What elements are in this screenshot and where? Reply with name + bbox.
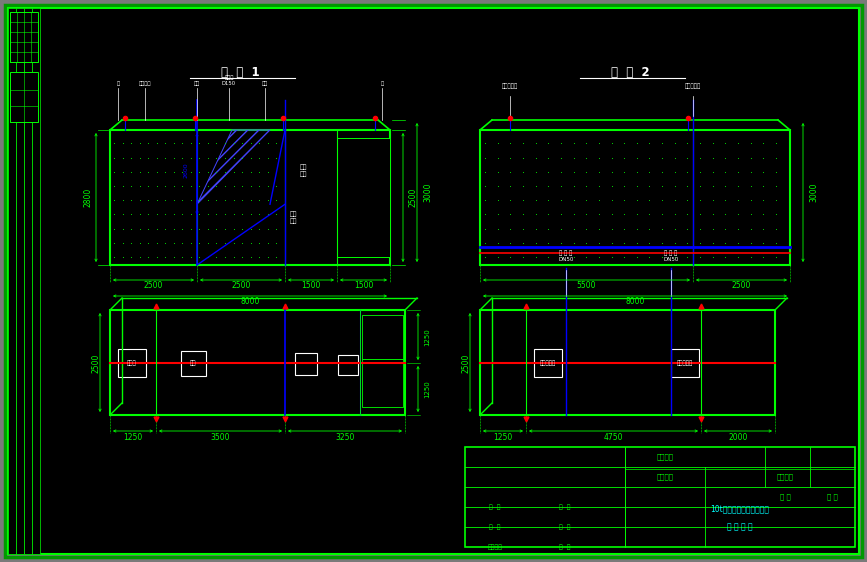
Bar bbox=[110, 310, 405, 415]
Text: 箱  体  2: 箱 体 2 bbox=[610, 66, 649, 79]
Text: 10t地埋式生活污水处理路: 10t地埋式生活污水处理路 bbox=[710, 505, 770, 514]
Text: 人孔: 人孔 bbox=[194, 81, 200, 86]
Text: 刘  均: 刘 均 bbox=[559, 544, 570, 550]
Text: 设  计: 设 计 bbox=[489, 504, 501, 510]
Bar bbox=[118, 349, 146, 377]
Bar bbox=[32, 8, 40, 554]
Text: 风机
房间: 风机 房间 bbox=[299, 165, 307, 176]
Text: 二池: 二池 bbox=[190, 361, 197, 366]
Text: 子项名称: 子项名称 bbox=[656, 474, 674, 481]
Text: 8000: 8000 bbox=[625, 297, 645, 306]
Text: 工程名称: 工程名称 bbox=[656, 454, 674, 460]
Text: 1500: 1500 bbox=[302, 282, 321, 291]
Text: 3000: 3000 bbox=[423, 183, 432, 202]
Text: 制  图: 制 图 bbox=[489, 524, 501, 530]
Text: 2500: 2500 bbox=[409, 188, 418, 207]
Text: 单 套 路 图: 单 套 路 图 bbox=[727, 523, 753, 532]
Bar bbox=[16, 8, 24, 554]
Text: 1250: 1250 bbox=[424, 380, 430, 398]
Text: 比 例: 比 例 bbox=[779, 493, 791, 500]
Text: 消毒
接触: 消毒 接触 bbox=[290, 212, 297, 224]
Text: 格栅池: 格栅池 bbox=[127, 360, 137, 366]
Text: 校  核: 校 核 bbox=[559, 504, 570, 510]
Text: 二流柱
D150: 二流柱 D150 bbox=[222, 75, 236, 86]
Text: 3250: 3250 bbox=[336, 433, 355, 442]
Text: 柱钢绑扣: 柱钢绑扣 bbox=[139, 81, 151, 86]
Text: 微斜装填扣: 微斜装填扣 bbox=[502, 83, 518, 89]
Text: 箱  体  1: 箱 体 1 bbox=[221, 66, 259, 79]
Text: 1250: 1250 bbox=[424, 328, 430, 346]
Text: 二次微斜池: 二次微斜池 bbox=[677, 360, 693, 366]
Text: 1250: 1250 bbox=[123, 433, 143, 442]
Text: 8000: 8000 bbox=[240, 297, 260, 306]
Text: 空 气 管
DN50: 空 气 管 DN50 bbox=[663, 251, 679, 262]
Text: 3500: 3500 bbox=[211, 433, 231, 442]
Text: 2500: 2500 bbox=[144, 282, 163, 291]
Bar bbox=[534, 349, 562, 377]
Bar bbox=[10, 72, 38, 122]
Text: 5500: 5500 bbox=[577, 282, 596, 291]
Text: 柱: 柱 bbox=[381, 81, 383, 86]
Text: 柱: 柱 bbox=[116, 81, 120, 86]
Bar bbox=[362, 359, 403, 407]
Text: 空 气 管
DN50: 空 气 管 DN50 bbox=[558, 251, 574, 262]
Text: 3000: 3000 bbox=[809, 183, 818, 202]
Bar bbox=[295, 353, 317, 375]
Bar bbox=[362, 315, 403, 359]
Text: 2500: 2500 bbox=[231, 282, 251, 291]
Bar bbox=[337, 138, 390, 257]
Text: 2000: 2000 bbox=[728, 433, 747, 442]
Bar bbox=[465, 447, 855, 547]
Text: 校核人员: 校核人员 bbox=[487, 544, 503, 550]
Text: 校  核: 校 核 bbox=[559, 524, 570, 530]
Bar bbox=[10, 12, 38, 62]
Bar bbox=[480, 130, 790, 265]
Bar bbox=[671, 349, 699, 377]
Text: 工程编号: 工程编号 bbox=[777, 474, 793, 481]
Bar bbox=[338, 355, 358, 375]
Text: 1500: 1500 bbox=[354, 282, 373, 291]
Text: 2800: 2800 bbox=[83, 188, 93, 207]
Text: 2500: 2500 bbox=[92, 353, 101, 373]
Text: 2500: 2500 bbox=[461, 353, 471, 373]
Text: 一次微斜池: 一次微斜池 bbox=[540, 360, 556, 366]
Text: 微斜装填扣: 微斜装填扣 bbox=[685, 83, 701, 89]
Bar bbox=[181, 351, 206, 376]
Text: 图 号: 图 号 bbox=[826, 493, 838, 500]
Text: 4750: 4750 bbox=[603, 433, 623, 442]
Text: 2600: 2600 bbox=[184, 162, 189, 178]
Text: 2500: 2500 bbox=[732, 282, 751, 291]
Bar bbox=[8, 8, 16, 554]
Text: 液量: 液量 bbox=[262, 81, 268, 86]
Bar bbox=[480, 310, 775, 415]
Bar bbox=[24, 8, 32, 554]
Bar bbox=[110, 130, 390, 265]
Text: 1250: 1250 bbox=[493, 433, 512, 442]
